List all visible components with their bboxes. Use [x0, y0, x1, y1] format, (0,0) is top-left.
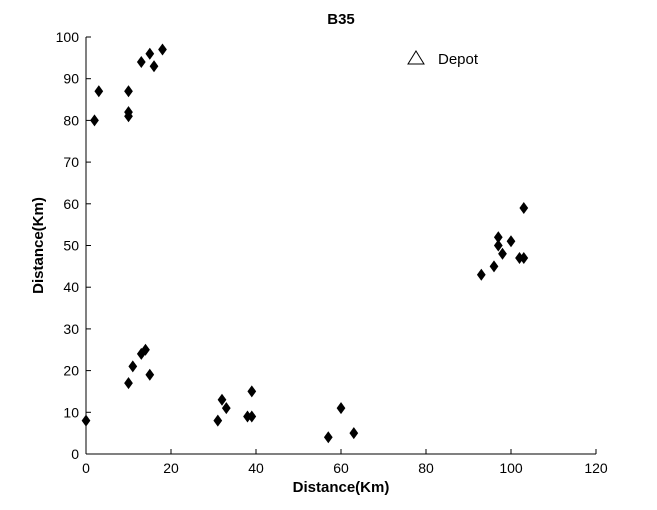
ticks: 0 20 40 60 80 100 120 0 10 20 30 40 50 60 70 80 90 100 [56, 29, 608, 476]
y-tick-label: 0 [71, 446, 79, 462]
y-tick-label: 20 [63, 363, 79, 379]
customer-point [221, 402, 231, 415]
customer-point [158, 43, 167, 56]
customer-point [141, 343, 150, 356]
x-tick-label: 40 [248, 460, 264, 476]
chart-title: B35 [327, 11, 355, 28]
x-tick-label: 0 [82, 460, 90, 476]
customer-point [94, 85, 104, 98]
customer-point [217, 393, 227, 406]
legend: Depot [407, 50, 479, 68]
customer-point [247, 410, 257, 423]
customer-point [489, 260, 499, 273]
customer-point [124, 377, 133, 390]
y-tick-label: 90 [63, 71, 79, 87]
x-tick-label: 100 [499, 460, 523, 476]
customer-point [90, 114, 99, 127]
customer-point [145, 47, 155, 60]
customer-point [493, 231, 503, 244]
y-tick-label: 70 [63, 154, 79, 170]
x-axis-title: Distance(Km) [293, 479, 390, 496]
y-tick-label: 60 [63, 196, 79, 212]
customer-point [149, 60, 159, 73]
customer-point [124, 85, 133, 98]
x-tick-label: 60 [333, 460, 349, 476]
x-tick-label: 20 [163, 460, 179, 476]
customer-point [498, 247, 507, 260]
customer-point [323, 431, 333, 444]
axes [85, 37, 596, 455]
customer-point [128, 360, 138, 373]
data-points [81, 43, 529, 444]
customer-point [506, 235, 516, 248]
y-tick-label: 40 [63, 279, 79, 295]
customer-point [124, 110, 133, 123]
customer-point [519, 251, 529, 265]
customer-point [145, 368, 155, 381]
y-tick-label: 100 [56, 29, 80, 45]
x-tick-label: 120 [584, 460, 608, 476]
y-tick-label: 10 [63, 404, 79, 420]
customer-point [136, 55, 146, 69]
customer-point [336, 402, 346, 415]
y-tick-label: 50 [63, 238, 79, 254]
customer-point [213, 414, 223, 427]
legend-label-depot: Depot [438, 51, 479, 68]
customer-point [493, 239, 503, 252]
y-tick-label: 30 [63, 321, 79, 337]
y-tick-label: 80 [63, 112, 79, 128]
x-tick-label: 80 [418, 460, 434, 476]
customer-point [247, 385, 257, 398]
customer-point [349, 427, 359, 440]
customer-point [81, 414, 91, 427]
y-axis-title: Distance(Km) [30, 197, 47, 294]
legend-depot-triangle-icon [407, 50, 425, 65]
customer-point [519, 201, 529, 215]
customer-point [476, 268, 486, 281]
